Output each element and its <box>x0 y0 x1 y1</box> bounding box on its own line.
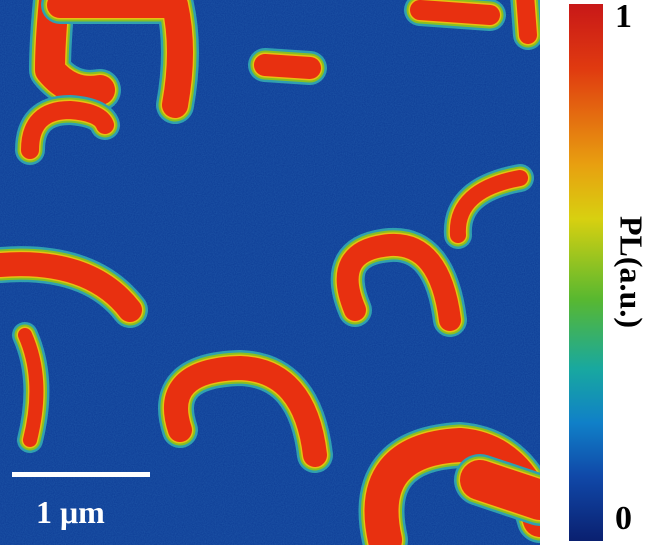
left-upper-arc <box>21 101 114 159</box>
top-blob <box>254 54 321 79</box>
pl-intensity-map <box>0 0 540 545</box>
scale-bar-label: 1 μm <box>36 494 105 530</box>
left-edge-arc <box>18 328 44 447</box>
scale-bar <box>12 472 150 477</box>
colorbar-title: PL(a.u.) <box>613 216 650 328</box>
top-right-edge <box>516 0 537 44</box>
middle-bottom-arc <box>164 356 327 467</box>
top-right-blob <box>410 0 500 25</box>
colorbar-min-label: 0 <box>615 500 632 537</box>
bottom-right-fill <box>460 460 540 520</box>
right-ring <box>336 233 461 331</box>
left-ring <box>0 252 142 322</box>
right-small-arc <box>449 170 528 243</box>
colorbar <box>569 4 603 541</box>
top-left-arc <box>47 0 193 118</box>
colorbar-max-label: 1 <box>615 0 632 35</box>
